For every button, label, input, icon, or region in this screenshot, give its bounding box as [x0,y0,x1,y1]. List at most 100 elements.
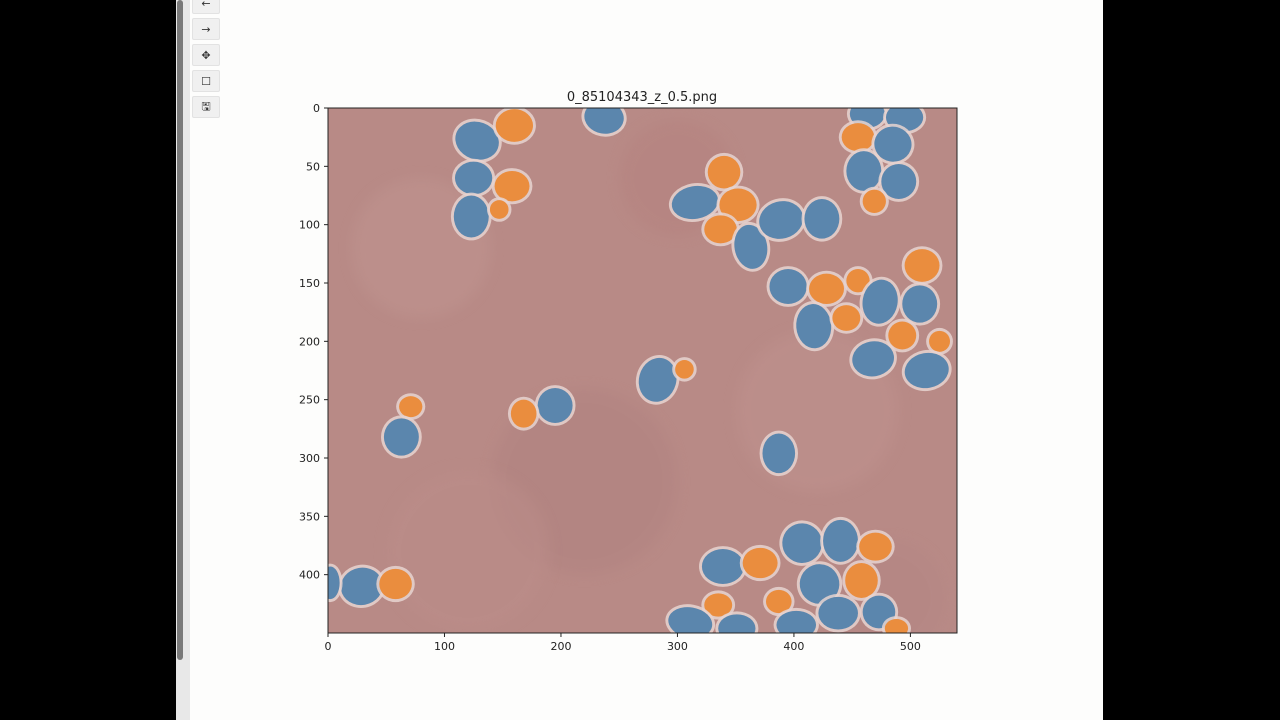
blue-cell [581,108,627,137]
blue-cell [899,282,941,326]
y-tick-label: 150 [299,277,320,290]
blue-cell [793,301,835,352]
orange-cell [838,120,878,155]
blue-cell [779,520,825,566]
blue-cell [452,118,502,163]
cell-body [818,596,858,630]
cell-body [846,151,882,191]
blue-cell [759,430,799,477]
cell-body [455,121,499,160]
blue-cell [452,158,496,198]
cell-body [495,109,534,142]
orange-cell [491,168,533,205]
blue-cell [450,192,492,241]
cell-body [845,563,878,598]
blue-cell [635,354,680,405]
cell-body [328,566,340,600]
blue-cell [756,198,806,242]
orange-cell [507,396,540,431]
cell-body [489,200,509,219]
cell-body [846,269,870,293]
pan-button[interactable]: ✥ [192,44,220,66]
cell-body [832,305,861,331]
orange-cell [376,565,415,603]
zoom-rectangle-icon: ☐ [201,74,211,88]
vertical-scrollbar[interactable] [176,0,190,720]
orange-cell [701,212,740,247]
blue-cell [534,385,576,426]
cell-body [769,269,807,304]
cell-body [701,549,744,584]
zoom-rect-button[interactable]: ☐ [192,70,220,92]
forward-button[interactable]: → [192,18,220,40]
y-tick-label: 400 [299,569,320,582]
cell-body [704,215,737,244]
cell-body [929,330,951,352]
orange-cell [859,186,889,216]
x-tick-label: 500 [900,640,921,653]
texture-blob [386,469,550,633]
back-button[interactable]: ← [192,0,220,14]
cell-body [383,418,419,456]
cell-body [742,547,778,579]
cell-body [675,360,694,379]
cell-body [718,614,756,633]
save-button[interactable]: 🖫 [192,96,220,118]
orange-cell [492,108,536,145]
figure-title: 0_85104343_z_0.5.png [567,90,717,105]
cell-body [874,126,912,162]
cell-body [809,273,845,304]
cell-body [765,589,792,614]
cell-body [638,357,677,402]
microscopy-image [328,108,957,633]
blue-cell [328,563,343,603]
cell-body [862,189,886,213]
orange-cell [829,302,864,334]
cell-body [707,155,741,189]
cell-body [884,619,909,633]
blue-cell [766,266,810,307]
cell-body [340,567,383,606]
figure-canvas[interactable]: 0_85104343_z_0.5.png 0 100 200 300 400 500 0 5… [176,0,1103,720]
orange-cell [842,560,881,601]
cell-body [902,285,938,323]
blue-cell [849,338,897,380]
blue-cell [668,183,721,222]
orange-cell [806,270,847,307]
orange-cell [763,586,795,617]
cell-body [537,388,573,423]
y-tick-label: 200 [299,335,320,348]
right-letterbox [1103,0,1280,720]
orange-cell [396,393,426,421]
blue-cell [731,221,771,272]
cell-body [841,123,875,152]
cell-body [796,304,832,349]
figure-toolbar: ← → ✥ ☐ 🖫 [192,0,222,122]
cell-body [494,171,530,202]
cell-body [671,185,719,220]
cell-body [782,523,822,563]
cell-body [904,249,940,282]
axes-frame [327,107,958,634]
scrollbar-thumb[interactable] [177,0,183,660]
x-tick-label: 300 [667,640,688,653]
cell-body [399,396,423,418]
x-tick-label: 100 [434,640,455,653]
blue-cell [859,276,901,327]
orange-cell [885,318,920,353]
blue-cell [820,516,861,565]
y-tick-label: 300 [299,452,320,465]
x-tick-label: 0 [325,640,332,653]
y-axis: 0 50 100 150 200 250 300 350 400 [299,102,328,582]
cell-body [762,433,796,474]
blue-cell [815,593,861,633]
back-arrow-icon: ← [201,0,211,10]
x-axis: 0 100 200 300 400 500 [325,633,921,653]
blue-cell [878,161,920,202]
cell-body [888,321,917,350]
cell-body [668,607,713,633]
notebook-page: ← → ✥ ☐ 🖫 0_85104343_z_0.5.png 0 100 200 30… [176,0,1103,720]
blue-cell [698,546,747,587]
cell-body [859,532,892,561]
cell-body [776,610,817,633]
